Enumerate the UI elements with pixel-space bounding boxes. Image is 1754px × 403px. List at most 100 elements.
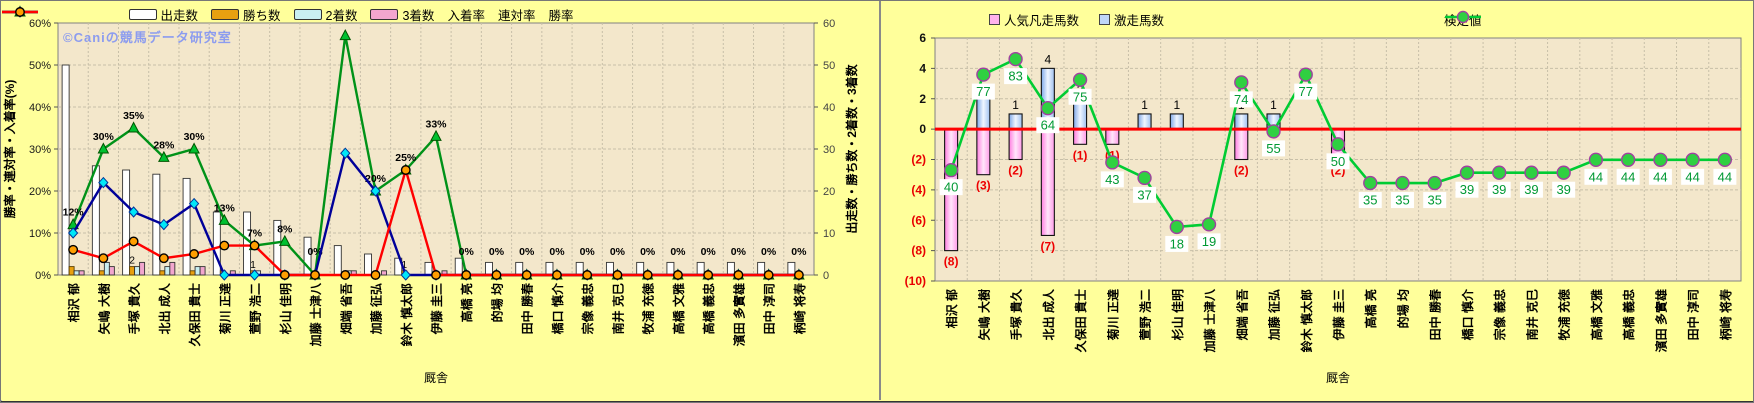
svg-text:8%: 8% bbox=[277, 223, 293, 235]
legend-item-出走数: 出走数 bbox=[128, 5, 198, 24]
svg-text:39: 39 bbox=[1492, 182, 1506, 197]
value-label-box bbox=[1165, 235, 1189, 252]
svg-text:44: 44 bbox=[1653, 169, 1667, 184]
panel-divider bbox=[879, 1, 881, 400]
svg-text:50: 50 bbox=[1331, 154, 1345, 169]
svg-text:加藤 征弘: 加藤 征弘 bbox=[1267, 289, 1282, 341]
left-y-axis-title: 勝率・連対率・入着率(%) bbox=[2, 80, 17, 219]
svg-text:0%: 0% bbox=[519, 246, 535, 258]
svg-text:33%: 33% bbox=[425, 118, 447, 130]
svg-text:久保田 貴士: 久保田 貴士 bbox=[1073, 289, 1088, 352]
svg-text:50%: 50% bbox=[29, 60, 51, 72]
svg-text:畑端 省吾: 畑端 省吾 bbox=[1234, 289, 1249, 340]
value-label-box bbox=[1004, 68, 1028, 85]
legend-item-2着数: 2着数 bbox=[293, 5, 357, 24]
legend-item-3着数: 3着数 bbox=[370, 5, 434, 24]
svg-text:的場 均: 的場 均 bbox=[1395, 289, 1410, 328]
svg-text:35: 35 bbox=[1427, 193, 1441, 208]
svg-text:(8): (8) bbox=[911, 244, 926, 258]
svg-text:相沢 郁: 相沢 郁 bbox=[944, 289, 959, 328]
svg-text:高橋 義忠: 高橋 義忠 bbox=[701, 283, 716, 334]
svg-text:39: 39 bbox=[1524, 182, 1538, 197]
value-label-box bbox=[1262, 140, 1286, 157]
value-label-box bbox=[1036, 117, 1060, 134]
svg-text:伊藤 圭三: 伊藤 圭三 bbox=[1331, 289, 1346, 341]
svg-text:0%: 0% bbox=[731, 246, 747, 258]
svg-text:宗像 義忠: 宗像 義忠 bbox=[580, 283, 595, 334]
svg-text:矢嶋 大樹: 矢嶋 大樹 bbox=[96, 283, 111, 334]
legend-item-勝ち数: 勝ち数 bbox=[211, 5, 281, 24]
svg-text:菊川 正達: 菊川 正達 bbox=[217, 283, 232, 335]
svg-text:40: 40 bbox=[823, 102, 835, 114]
svg-text:加藤 士津八: 加藤 士津八 bbox=[308, 282, 323, 347]
svg-text:濱田 多實雄: 濱田 多實雄 bbox=[731, 283, 746, 346]
svg-text:18: 18 bbox=[1170, 236, 1184, 251]
svg-text:74: 74 bbox=[1234, 92, 1248, 107]
svg-text:4: 4 bbox=[1044, 52, 1051, 66]
svg-text:0%: 0% bbox=[701, 246, 717, 258]
legend-label: 人気凡走馬数 bbox=[1004, 14, 1080, 28]
svg-text:44: 44 bbox=[1685, 169, 1699, 184]
line-series-2 bbox=[68, 165, 804, 280]
legend-item-勝率: 勝率 bbox=[2, 5, 574, 24]
svg-text:南井 克巳: 南井 克巳 bbox=[1524, 289, 1539, 340]
svg-text:手塚 貴久: 手塚 貴久 bbox=[127, 282, 142, 334]
value-label-box bbox=[1133, 186, 1157, 203]
value-label-box bbox=[1713, 168, 1737, 185]
legend-label: 勝率 bbox=[548, 9, 574, 23]
svg-text:0: 0 bbox=[823, 270, 829, 282]
svg-text:宗像 義忠: 宗像 義忠 bbox=[1492, 289, 1507, 340]
value-label-box bbox=[1423, 192, 1447, 209]
svg-text:44: 44 bbox=[1589, 169, 1603, 184]
svg-text:加藤 征弘: 加藤 征弘 bbox=[369, 283, 384, 335]
left-category-labels: 相沢 郁矢嶋 大樹 手塚 貴久 北出 成人 久保田 貴士 菊川 正達 萱野 浩二 杉山 佳明… bbox=[66, 282, 807, 347]
svg-text:菊川 正達: 菊川 正達 bbox=[1105, 289, 1120, 341]
svg-text:10: 10 bbox=[823, 228, 835, 240]
value-label-box bbox=[1487, 181, 1511, 198]
svg-text:77: 77 bbox=[1299, 84, 1313, 99]
svg-text:高橋 文雅: 高橋 文雅 bbox=[671, 283, 686, 334]
svg-text:柄崎 将寿: 柄崎 将寿 bbox=[1718, 289, 1733, 340]
value-label-box bbox=[1100, 171, 1124, 188]
svg-text:37: 37 bbox=[1137, 187, 1151, 202]
svg-text:30: 30 bbox=[823, 144, 835, 156]
svg-text:20: 20 bbox=[823, 186, 835, 198]
svg-text:6: 6 bbox=[919, 31, 926, 45]
svg-text:田中 勝春: 田中 勝春 bbox=[520, 282, 535, 334]
svg-text:39: 39 bbox=[1460, 182, 1474, 197]
検定値-legend-marker-icon bbox=[1445, 10, 1481, 24]
svg-text:30%: 30% bbox=[93, 131, 115, 143]
legend-item-検定値: 検定値 bbox=[1444, 10, 1482, 29]
svg-text:南井 克巳: 南井 克巳 bbox=[610, 283, 625, 334]
svg-text:1: 1 bbox=[1012, 98, 1019, 112]
svg-text:伊藤 圭三: 伊藤 圭三 bbox=[429, 283, 444, 335]
svg-text:0%: 0% bbox=[35, 270, 51, 282]
svg-text:(6): (6) bbox=[911, 213, 926, 227]
svg-text:0: 0 bbox=[919, 122, 926, 136]
出走数-swatch-icon bbox=[128, 9, 157, 20]
人気凡走馬数-swatch-icon bbox=[989, 14, 1000, 25]
svg-text:12%: 12% bbox=[63, 207, 85, 219]
value-label-box bbox=[1681, 168, 1705, 185]
svg-text:0%: 0% bbox=[761, 246, 777, 258]
legend-label: 連対率 bbox=[497, 9, 536, 23]
svg-text:0%: 0% bbox=[459, 246, 475, 258]
svg-text:矢嶋 大樹: 矢嶋 大樹 bbox=[976, 289, 991, 340]
svg-text:30%: 30% bbox=[29, 144, 51, 156]
value-label-box bbox=[939, 179, 963, 196]
svg-text:(2): (2) bbox=[911, 153, 926, 167]
watermark: ©Caniの競馬データ研究室 bbox=[63, 30, 232, 45]
svg-text:杉山 佳明: 杉山 佳明 bbox=[278, 283, 293, 334]
value-label-box bbox=[1294, 83, 1318, 100]
value-label-box bbox=[1390, 192, 1414, 209]
svg-text:高橋 義忠: 高橋 義忠 bbox=[1621, 289, 1636, 340]
value-label-box bbox=[1616, 168, 1640, 185]
svg-text:0%: 0% bbox=[670, 246, 686, 258]
value-label-box bbox=[1229, 91, 1253, 108]
svg-text:30%: 30% bbox=[184, 131, 206, 143]
svg-text:19: 19 bbox=[1202, 234, 1216, 249]
svg-text:10%: 10% bbox=[29, 228, 51, 240]
legend-item-連対率: 連対率 bbox=[2, 5, 536, 24]
